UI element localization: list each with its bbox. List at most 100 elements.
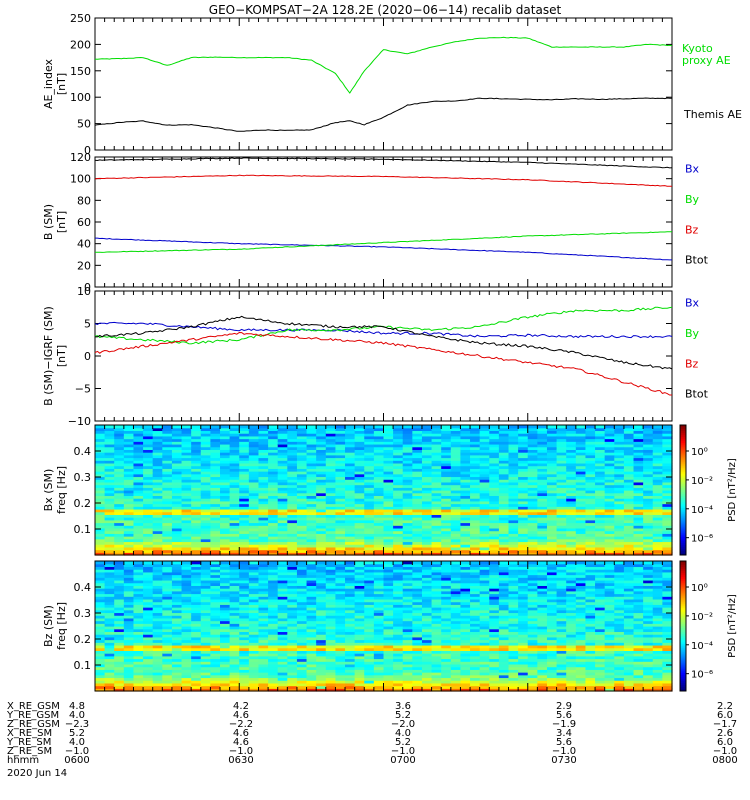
spectrogram-cell	[268, 607, 279, 611]
spectrogram-cell	[95, 653, 106, 657]
spectrogram-cell	[354, 577, 365, 581]
spectrogram-cell	[296, 590, 308, 595]
spectrogram-cell	[152, 508, 163, 513]
spectrogram-cell	[220, 617, 231, 622]
spectrogram-cell	[123, 433, 135, 437]
spectrogram-cell	[258, 514, 269, 518]
spectrogram-cell	[296, 574, 308, 578]
spectrogram-cell	[248, 658, 260, 662]
spectrogram-cell	[421, 479, 433, 483]
spectrogram-cell	[287, 579, 298, 584]
spectrogram-cell	[220, 517, 231, 521]
spectrogram-cell	[566, 454, 577, 459]
spectrogram-cell	[364, 620, 375, 624]
spectrogram-cell	[316, 449, 327, 453]
spectrogram-cell	[239, 506, 250, 510]
spectrogram-cell	[200, 593, 211, 597]
spectrogram-cell	[258, 527, 269, 532]
spectrogram-cell	[614, 495, 625, 499]
spectrogram-cell	[143, 669, 154, 673]
spectrogram-cell	[239, 647, 250, 651]
spectrogram-cell	[450, 438, 462, 442]
spectrogram-cell	[556, 462, 567, 467]
spectrogram-cell	[239, 612, 250, 616]
spectrogram-cell	[383, 511, 394, 515]
spectrogram-cell	[104, 677, 115, 681]
spectrogram-cell	[258, 653, 269, 657]
spectrogram-cell	[152, 495, 163, 499]
spectrogram-cell	[652, 487, 663, 491]
spectrogram-cell	[162, 508, 173, 513]
spectrogram-cell	[114, 460, 125, 464]
spectrogram-cell	[306, 593, 317, 597]
spectrogram-cell	[143, 476, 154, 480]
spectrogram-cell	[200, 655, 211, 660]
spectrogram-cell	[306, 490, 317, 494]
spectrogram-cell	[652, 430, 663, 434]
spectrogram-cell	[258, 552, 269, 556]
spectrogram-cell	[383, 460, 394, 464]
spectrogram-cell	[287, 626, 298, 630]
spectrogram-cell	[171, 631, 183, 635]
spectrogram-cell	[623, 481, 635, 486]
spectrogram-cell	[171, 500, 183, 505]
spectrogram-cell	[287, 634, 298, 638]
spectrogram-cell	[402, 457, 413, 461]
spectrogram-cell	[575, 517, 587, 521]
spectrogram-cell	[296, 612, 308, 616]
spectrogram-cell	[518, 479, 529, 483]
spectrogram-cell	[662, 549, 673, 553]
spectrogram-cell	[479, 473, 490, 478]
spectrogram-cell	[229, 495, 240, 499]
spectrogram-cell	[104, 430, 115, 434]
spectrogram-cell	[373, 522, 385, 526]
spectrogram-cell	[412, 536, 423, 540]
spectrogram-cell	[95, 460, 106, 464]
spectrogram-cell	[527, 495, 538, 499]
spectrogram-cell	[181, 658, 192, 662]
spectrogram-cell	[277, 590, 288, 595]
spectrogram-cell	[431, 484, 442, 488]
spectrogram-cell	[470, 457, 481, 461]
spectrogram-cell	[123, 647, 135, 651]
spectrogram-cell	[345, 527, 356, 532]
spectrogram-cell	[95, 549, 106, 553]
spectrogram-cell	[508, 487, 519, 491]
spectrogram-cell	[306, 525, 317, 529]
spectrogram-cell	[171, 563, 183, 568]
spectrogram-cell	[181, 669, 192, 673]
spectrogram-cell	[595, 460, 606, 464]
spectrogram-cell	[335, 511, 346, 515]
spectrogram-cell	[220, 446, 231, 450]
spectrogram-cell	[123, 552, 135, 556]
spectrogram-cell	[489, 473, 500, 478]
spectrogram-cell	[412, 462, 423, 467]
spectrogram-cell	[114, 588, 125, 592]
spectrogram-cell	[479, 430, 490, 434]
spectrogram-cell	[296, 481, 308, 486]
spectrogram-cell	[489, 522, 500, 526]
spectrogram-cell	[287, 525, 298, 529]
spectrogram-cell	[306, 457, 317, 461]
spectrogram-cell	[296, 525, 308, 529]
spectrogram-cell	[171, 661, 183, 665]
spectrogram-cell	[354, 634, 365, 638]
spectrogram-cell	[354, 479, 365, 483]
spectrogram-cell	[662, 536, 673, 540]
spectrogram-cell	[200, 623, 211, 627]
spectrogram-cell	[248, 598, 260, 603]
spectrogram-cell	[412, 549, 423, 553]
spectrogram-cell	[508, 438, 519, 442]
spectrogram-cell	[450, 468, 462, 472]
spectrogram-cell	[662, 495, 673, 499]
spectrogram-cell	[296, 530, 308, 534]
spectrogram-cell	[220, 452, 231, 456]
spectrogram-cell	[652, 443, 663, 448]
spectrogram-cell	[296, 626, 308, 630]
spectrogram-cell	[527, 476, 538, 480]
spectrogram-cell	[383, 552, 394, 556]
spectrogram-cell	[258, 487, 269, 491]
spectrogram-cell	[527, 522, 538, 526]
spectrogram-cell	[220, 607, 231, 611]
spectrogram-cell	[373, 452, 385, 456]
